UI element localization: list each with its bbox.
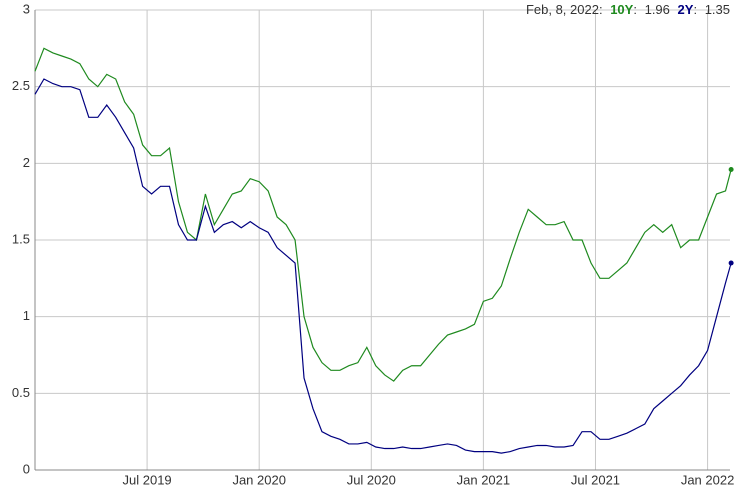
annotation-value: 1.96: [645, 2, 670, 17]
x-tick-label: Jan 2022: [681, 472, 735, 487]
y-tick-label: 2: [23, 155, 30, 170]
legend-label: 10Y: [610, 2, 633, 17]
x-tick-label: Jan 2021: [457, 472, 511, 487]
legend-label: 2Y: [678, 2, 694, 17]
x-tick-label: Jan 2020: [232, 472, 286, 487]
y-tick-label: 1.5: [12, 231, 30, 246]
end-marker: [728, 260, 734, 266]
x-tick-label: Jul 2019: [123, 472, 172, 487]
series-line: [34, 78, 732, 454]
end-marker: [728, 166, 734, 172]
annotation-date: Feb, 8, 2022:: [526, 2, 603, 17]
separator: :: [693, 2, 697, 17]
y-tick-label: 2.5: [12, 78, 30, 93]
y-tick-label: 3: [23, 1, 30, 16]
y-tick-label: 1: [23, 308, 30, 323]
series-line: [34, 47, 732, 382]
y-tick-label: 0.5: [12, 385, 30, 400]
separator: :: [633, 2, 637, 17]
x-tick-label: Jul 2020: [347, 472, 396, 487]
x-tick-label: Jul 2021: [571, 472, 620, 487]
annotation-value: 1.35: [705, 2, 730, 17]
y-tick-label: 0: [23, 461, 30, 476]
hover-annotation: Feb, 8, 2022: 10Y: 1.96 2Y: 1.35: [526, 2, 730, 17]
